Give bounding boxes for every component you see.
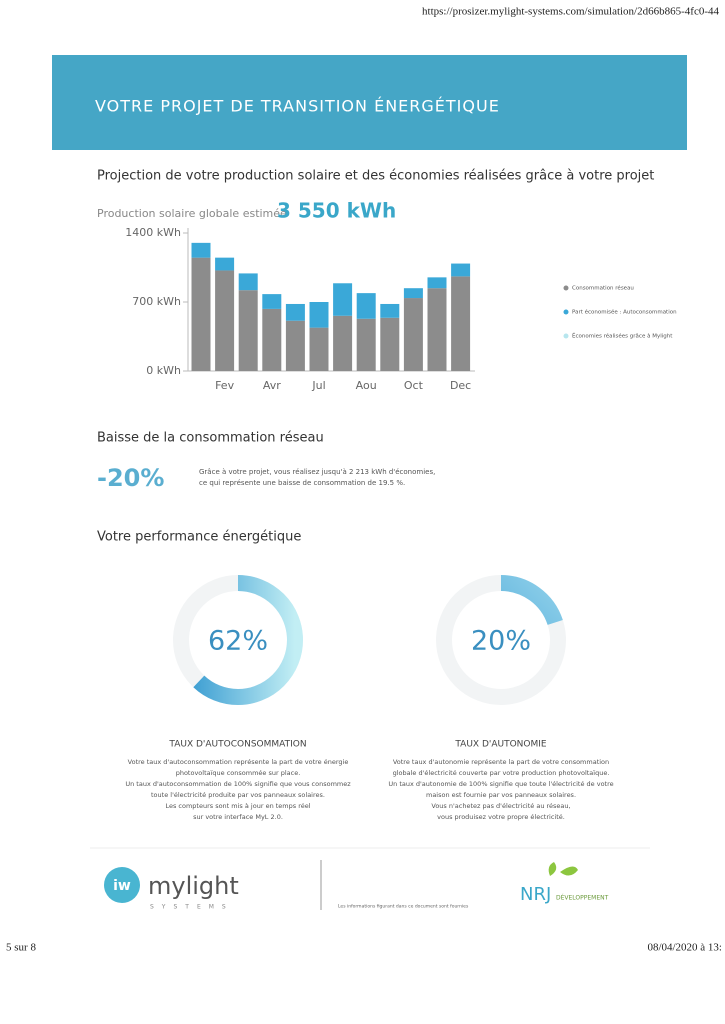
donut-arc [436, 575, 566, 705]
leaf [548, 862, 557, 876]
bar-segment [451, 276, 471, 371]
bar-segment [403, 288, 423, 299]
x-tick-label: Oct [404, 379, 424, 392]
chart-subtitle: Production solaire globale estimée [97, 207, 287, 220]
donut-description: maison est fournie par vos panneaux sola… [426, 791, 576, 799]
reduction-text: ce qui représente une baisse de consomma… [199, 479, 405, 487]
bar-segment [262, 308, 282, 371]
banner-title: VOTRE PROJET DE TRANSITION ÉNERGÉTIQUE [95, 97, 500, 116]
section-title: Projection de votre production solaire e… [97, 169, 654, 184]
bar-segment [333, 283, 353, 316]
donut-value: 62% [208, 626, 268, 657]
print-date: 08/04/2020 à 13: [647, 942, 722, 954]
bar-segment [333, 315, 353, 371]
donut-description: Un taux d'autonomie de 100% signifie que… [388, 780, 613, 788]
donut-description: photovoltaïque consommée sur place. [176, 769, 301, 777]
leaf [560, 866, 578, 876]
legend-label: Part économisée : Autoconsommation [572, 309, 677, 316]
bar-segment [215, 257, 235, 271]
partner: NRJ [520, 884, 551, 905]
partner-sub: DÉVELOPPEMENT [556, 894, 609, 902]
x-tick-label: Fev [215, 379, 234, 392]
bar-segment [285, 303, 305, 321]
legend-swatch [563, 333, 569, 339]
x-tick-label: Aou [356, 379, 377, 392]
bar-segment [309, 302, 329, 328]
donut-description: Un taux d'autoconsommation de 100% signi… [125, 780, 351, 788]
donut-description: toute l'électricité produite par vos pan… [151, 791, 325, 799]
donut-description: globale d'électricité couverte par votre… [393, 769, 610, 777]
url: https://prosizer.mylight-systems.com/sim… [422, 6, 719, 18]
bar-segment [380, 303, 400, 318]
brand-sub: SYSTEMS [150, 904, 234, 911]
section-title: Baisse de la consommation réseau [97, 431, 324, 446]
legend-swatch [563, 309, 569, 315]
bar-segment [191, 257, 211, 371]
bar-segment [403, 298, 423, 371]
donut-description: Votre taux d'autoconsommation représente… [128, 758, 349, 766]
bar-segment [285, 320, 305, 371]
donut-label: TAUX D'AUTOCONSOMMATION [168, 740, 306, 750]
legend-swatch [563, 285, 569, 291]
brand: mylight [148, 872, 239, 900]
reduction-value: -20% [97, 464, 164, 492]
logo-glyph: iw [113, 878, 131, 894]
bar-segment [380, 317, 400, 371]
x-tick-label: Jul [311, 379, 325, 392]
donut-description: Votre taux d'autonomie représente la par… [393, 758, 609, 766]
bar-segment [215, 270, 235, 371]
bar-segment [238, 290, 258, 371]
logo-icon [104, 867, 140, 903]
banner [52, 55, 687, 150]
donut-value: 20% [471, 626, 531, 657]
total: 3 550 kWh [277, 199, 396, 223]
bar-segment [427, 288, 447, 371]
y-tick-label: 700 kWh [132, 295, 181, 308]
donut-description: vous produisez votre propre électricité. [437, 813, 565, 821]
y-tick-label: 0 kWh [146, 364, 181, 377]
bar-segment [451, 263, 471, 277]
donut-arc [173, 575, 303, 705]
legend-label: Consommation réseau [572, 285, 634, 292]
disclaimer: Les informations figurant dans ce docume… [338, 904, 469, 910]
bar-segment [427, 277, 447, 289]
bar-segment [309, 327, 329, 371]
donut-label: TAUX D'AUTONOMIE [454, 740, 547, 750]
bar-segment [238, 273, 258, 291]
x-tick-label: Dec [450, 379, 471, 392]
bar-segment [356, 318, 376, 371]
page-number: 5 sur 8 [6, 942, 36, 954]
donut-description: Les compteurs sont mis à jour en temps r… [165, 802, 310, 810]
section-title: Votre performance énergétique [97, 530, 301, 545]
x-tick-label: Avr [263, 379, 281, 392]
bar-segment [262, 294, 282, 309]
bar-segment [356, 293, 376, 319]
reduction-text: Grâce à votre projet, vous réalisez jusq… [199, 468, 435, 476]
donut-description: sur votre interface MyL 2.0. [193, 813, 283, 821]
bar-segment [191, 242, 211, 258]
legend-label: Économies réalisées grâce à Mylight [572, 332, 673, 340]
donut-description: Vous n'achetez pas d'électricité au rése… [431, 802, 570, 810]
y-tick-label: 1400 kWh [125, 226, 181, 239]
